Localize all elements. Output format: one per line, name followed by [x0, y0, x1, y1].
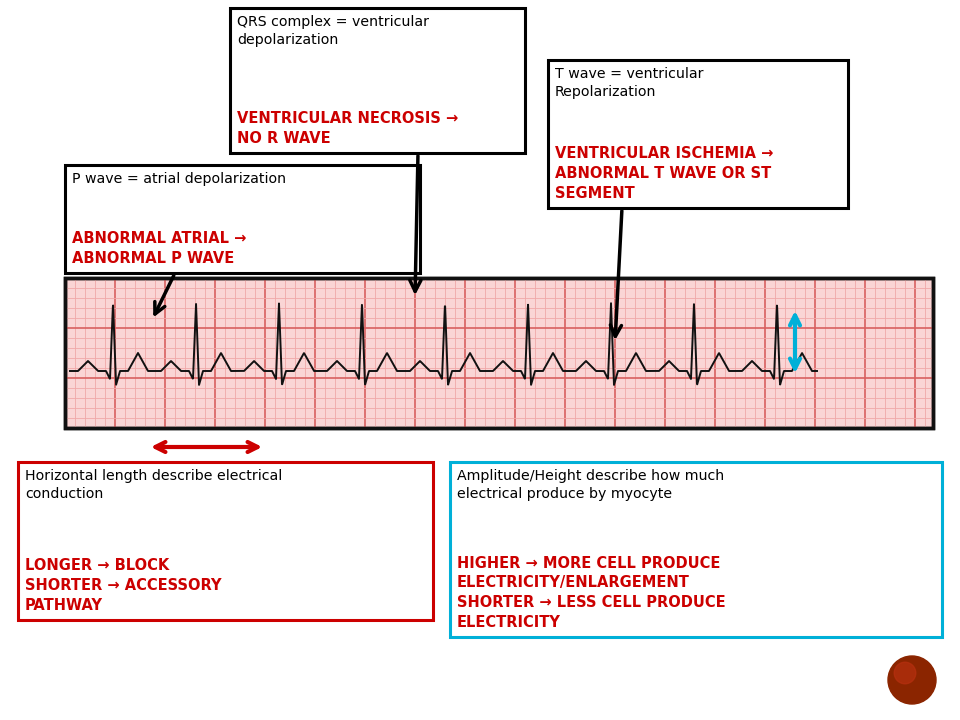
Bar [18, 462, 433, 620]
Bar [450, 462, 942, 637]
Bar [65, 278, 933, 428]
Text: QRS complex = ventricular
depolarization: QRS complex = ventricular depolarization [237, 15, 429, 48]
Bar [548, 60, 848, 208]
Text: LONGER → BLOCK
SHORTER → ACCESSORY
PATHWAY: LONGER → BLOCK SHORTER → ACCESSORY PATHW… [25, 559, 222, 613]
Bar [230, 8, 525, 153]
Text: VENTRICULAR NECROSIS →
NO R WAVE: VENTRICULAR NECROSIS → NO R WAVE [237, 111, 458, 146]
Text: P wave = atrial depolarization: P wave = atrial depolarization [72, 172, 286, 186]
Text: VENTRICULAR ISCHEMIA →
ABNORMAL T WAVE OR ST
SEGMENT: VENTRICULAR ISCHEMIA → ABNORMAL T WAVE O… [555, 146, 774, 201]
Text: ABNORMAL ATRIAL →
ABNORMAL P WAVE: ABNORMAL ATRIAL → ABNORMAL P WAVE [72, 231, 247, 266]
Circle shape [888, 656, 936, 704]
Circle shape [894, 662, 916, 684]
Bar [65, 278, 933, 428]
Text: Horizontal length describe electrical
conduction: Horizontal length describe electrical co… [25, 469, 282, 501]
Text: T wave = ventricular
Repolarization: T wave = ventricular Repolarization [555, 67, 704, 99]
Text: Amplitude/Height describe how much
electrical produce by myocyte: Amplitude/Height describe how much elect… [457, 469, 724, 501]
Bar [65, 165, 420, 273]
Text: HIGHER → MORE CELL PRODUCE
ELECTRICITY/ENLARGEMENT
SHORTER → LESS CELL PRODUCE
E: HIGHER → MORE CELL PRODUCE ELECTRICITY/E… [457, 556, 726, 630]
